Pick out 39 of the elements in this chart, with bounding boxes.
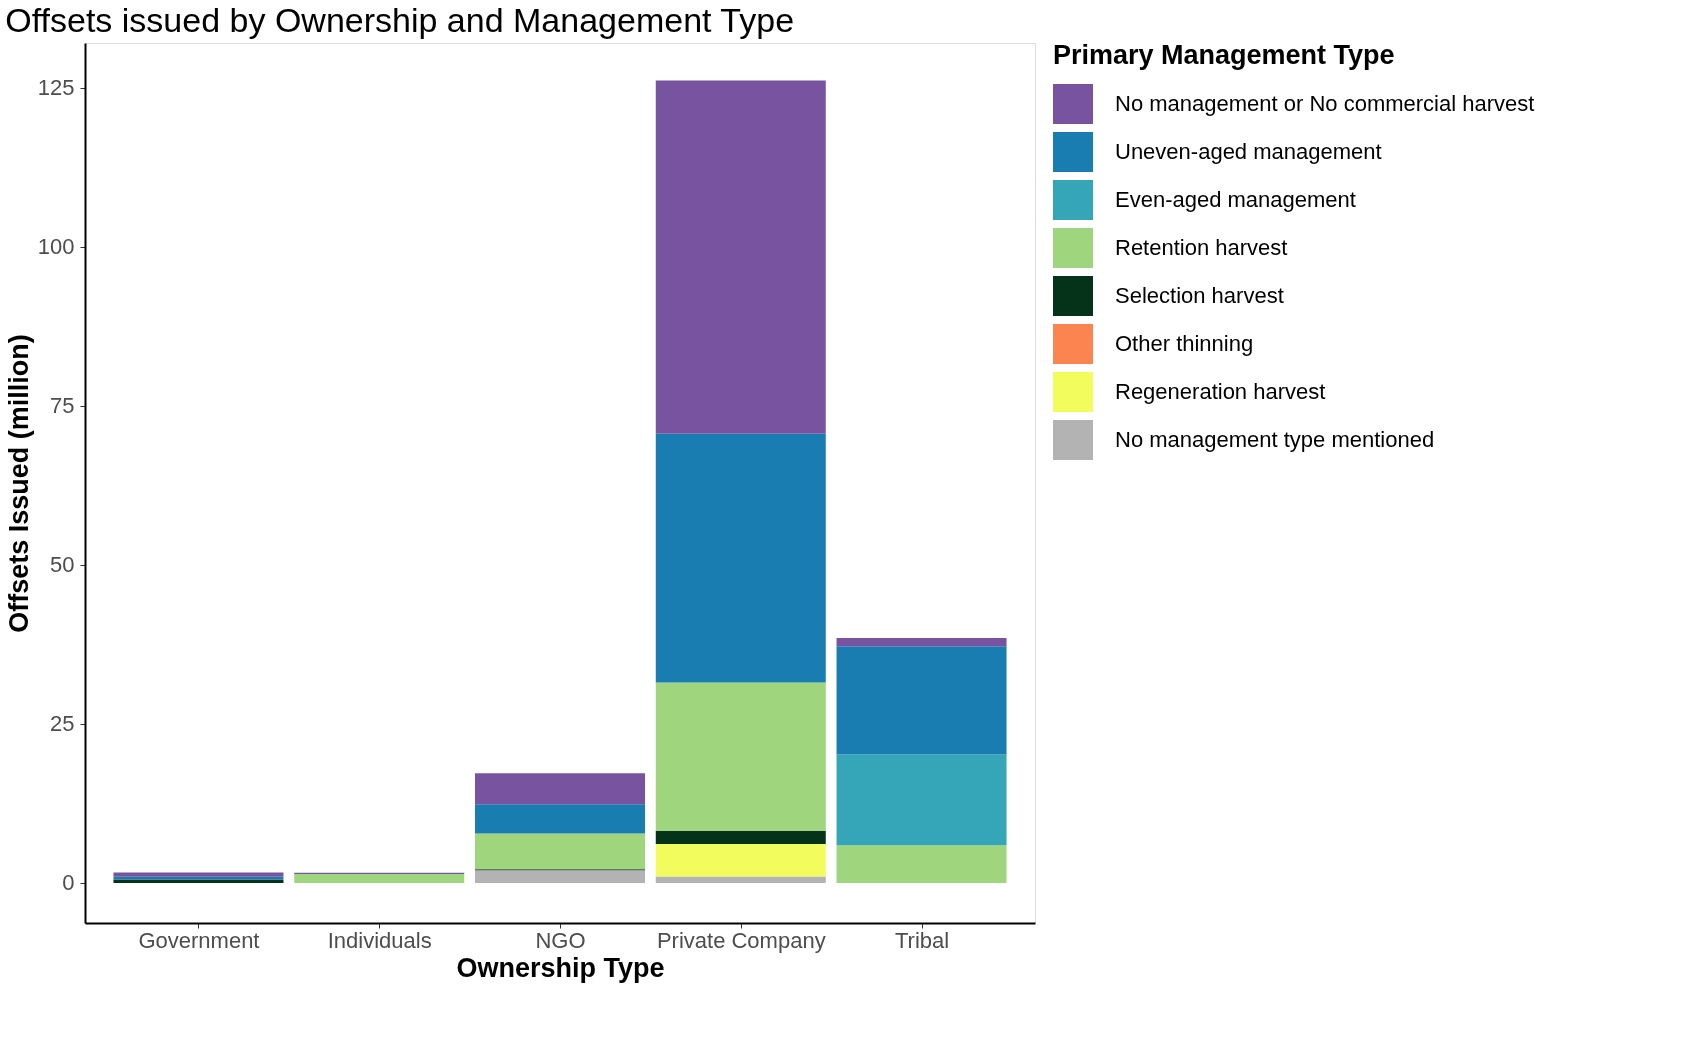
bar xyxy=(294,874,465,883)
y-tick-label: 125 xyxy=(37,75,75,101)
bar xyxy=(836,646,1007,755)
bar xyxy=(836,754,1007,846)
x-axis-title: Ownership Type xyxy=(456,952,665,983)
x-tick-label: Individuals xyxy=(327,927,432,953)
bar xyxy=(655,876,826,883)
legend-label: Retention harvest xyxy=(1115,235,1288,260)
legend-label: No management type mentioned xyxy=(1115,427,1435,452)
bar xyxy=(655,682,826,831)
bar xyxy=(475,804,645,834)
bar xyxy=(836,637,1007,647)
legend-label: Other thinning xyxy=(1115,331,1254,356)
y-tick-label: 0 xyxy=(62,870,75,896)
x-tick-label: Tribal xyxy=(894,927,950,953)
chart-title: Offsets issued by Ownership and Management Type xyxy=(5,1,795,39)
legend-label: Selection harvest xyxy=(1115,283,1284,308)
legend-label: Even-aged management xyxy=(1115,187,1356,212)
bar xyxy=(655,844,826,877)
x-tick-label: Private Company xyxy=(656,927,826,953)
bar xyxy=(475,773,645,805)
legend-label: Uneven-aged management xyxy=(1115,139,1382,164)
legend-label: No management or No commercial harvest xyxy=(1115,91,1535,116)
y-tick-label: 75 xyxy=(50,393,75,419)
bar xyxy=(655,80,826,434)
y-tick-label: 100 xyxy=(37,234,75,260)
bar xyxy=(113,872,284,877)
x-tick-label: NGO xyxy=(535,927,586,953)
bar xyxy=(475,870,645,883)
y-axis-title: Offsets Issued (million) xyxy=(3,334,34,633)
x-tick-label: Government xyxy=(138,927,260,953)
y-tick-label: 50 xyxy=(50,552,75,578)
legend-label: Regeneration harvest xyxy=(1115,379,1326,404)
legend-title: Primary Management Type xyxy=(1053,40,1395,70)
bar xyxy=(475,833,645,870)
y-tick-label: 25 xyxy=(50,711,75,737)
bar xyxy=(655,433,826,683)
bar xyxy=(655,830,826,845)
bar xyxy=(836,845,1007,883)
